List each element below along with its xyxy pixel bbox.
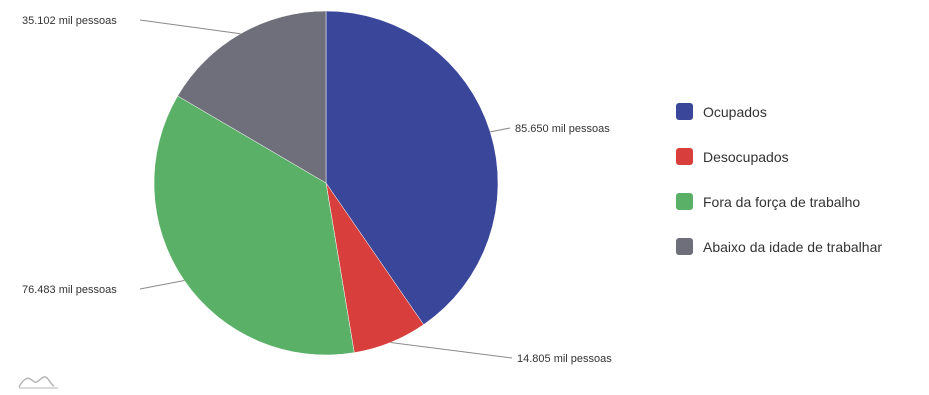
data-label-abaixo-da-idade: 35.102 mil pessoas — [22, 15, 117, 27]
legend-label-fora-da-forca: Fora da força de trabalho — [703, 193, 861, 210]
leader-line-desocupados — [390, 341, 513, 359]
data-label-fora-da-forca: 76.483 mil pessoas — [22, 284, 117, 296]
leader-line-abaixo-da-idade — [139, 19, 241, 35]
legend-swatch-abaixo-da-idade — [676, 238, 693, 255]
chart-brand-logo-icon — [18, 376, 58, 389]
legend-item-fora-da-forca[interactable]: Fora da força de trabalho — [676, 190, 926, 213]
legend-swatch-desocupados — [676, 148, 693, 165]
legend-swatch-fora-da-forca — [676, 193, 693, 210]
legend-label-ocupados: Ocupados — [703, 103, 767, 120]
data-labels: 85.650 mil pessoas 14.805 mil pessoas 76… — [22, 15, 612, 365]
data-label-ocupados: 85.650 mil pessoas — [515, 123, 610, 135]
slice-abaixo-da-idade[interactable] — [177, 10, 327, 184]
legend-item-abaixo-da-idade[interactable]: Abaixo da idade de trabalhar — [676, 235, 926, 258]
legend: Ocupados Desocupados Fora da força de tr… — [676, 100, 926, 280]
legend-item-desocupados[interactable]: Desocupados — [676, 145, 926, 168]
legend-label-abaixo-da-idade: Abaixo da idade de trabalhar — [703, 238, 883, 255]
pie-slices — [153, 10, 499, 356]
legend-swatch-ocupados — [676, 103, 693, 120]
data-label-desocupados: 14.805 mil pessoas — [517, 353, 612, 365]
legend-label-desocupados: Desocupados — [703, 148, 789, 165]
legend-item-ocupados[interactable]: Ocupados — [676, 100, 926, 123]
leader-line-fora-da-forca — [139, 279, 185, 290]
leader-lines — [139, 19, 513, 359]
leader-line-ocupados — [490, 127, 511, 133]
